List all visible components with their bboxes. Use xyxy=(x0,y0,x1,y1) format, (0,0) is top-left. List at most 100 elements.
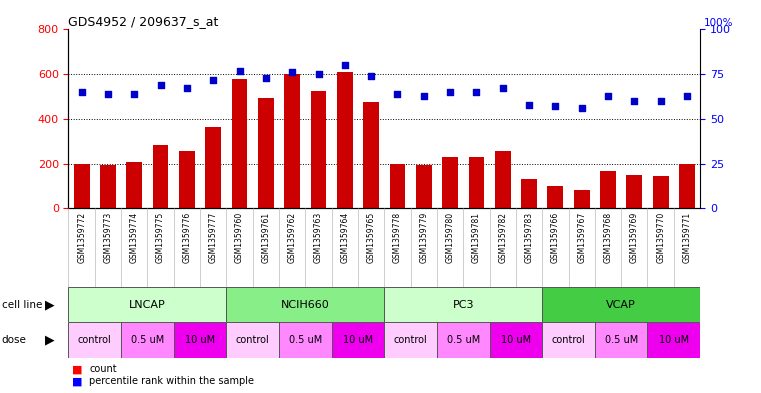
Bar xyxy=(258,97,274,208)
Text: GSM1359775: GSM1359775 xyxy=(156,212,165,263)
Bar xyxy=(227,322,279,358)
Bar xyxy=(489,322,542,358)
Point xyxy=(154,82,167,88)
Bar xyxy=(279,322,332,358)
Bar xyxy=(126,162,142,208)
Bar xyxy=(437,322,489,358)
Bar xyxy=(442,157,458,208)
Text: GSM1359783: GSM1359783 xyxy=(524,212,533,263)
Text: GSM1359768: GSM1359768 xyxy=(603,212,613,263)
Text: count: count xyxy=(89,364,116,375)
Text: 0.5 uM: 0.5 uM xyxy=(447,335,480,345)
Text: GSM1359770: GSM1359770 xyxy=(656,212,665,263)
Bar xyxy=(231,79,247,208)
Bar xyxy=(495,151,511,208)
Bar xyxy=(332,322,384,358)
Bar xyxy=(648,322,700,358)
Point xyxy=(339,62,351,68)
Text: GSM1359777: GSM1359777 xyxy=(209,212,218,263)
Text: NCIH660: NCIH660 xyxy=(281,299,330,310)
Text: GSM1359778: GSM1359778 xyxy=(393,212,402,263)
Text: GSM1359779: GSM1359779 xyxy=(419,212,428,263)
Text: GSM1359766: GSM1359766 xyxy=(551,212,560,263)
Bar xyxy=(174,322,227,358)
Text: 0.5 uM: 0.5 uM xyxy=(131,335,164,345)
Point xyxy=(260,75,272,81)
Text: 10 uM: 10 uM xyxy=(343,335,373,345)
Point xyxy=(128,91,140,97)
Bar xyxy=(653,176,668,208)
Text: GSM1359764: GSM1359764 xyxy=(340,212,349,263)
Bar xyxy=(574,190,590,208)
Bar xyxy=(416,165,431,208)
Point xyxy=(365,73,377,79)
Bar xyxy=(153,145,168,208)
Text: GSM1359772: GSM1359772 xyxy=(77,212,86,263)
Text: control: control xyxy=(393,335,428,345)
Text: GSM1359780: GSM1359780 xyxy=(446,212,454,263)
Bar xyxy=(542,322,595,358)
Text: GSM1359762: GSM1359762 xyxy=(288,212,297,263)
Text: GSM1359771: GSM1359771 xyxy=(683,212,692,263)
Text: GSM1359760: GSM1359760 xyxy=(235,212,244,263)
Text: control: control xyxy=(552,335,585,345)
Point xyxy=(181,85,193,92)
Text: GSM1359765: GSM1359765 xyxy=(367,212,376,263)
Text: ■: ■ xyxy=(72,364,83,375)
Point xyxy=(75,89,88,95)
Text: GSM1359776: GSM1359776 xyxy=(183,212,192,263)
Point xyxy=(418,92,430,99)
Bar xyxy=(285,74,300,208)
Text: GSM1359773: GSM1359773 xyxy=(103,212,113,263)
Point xyxy=(313,71,325,77)
Bar xyxy=(74,163,90,208)
Bar xyxy=(100,165,116,208)
Text: 10 uM: 10 uM xyxy=(659,335,689,345)
Bar xyxy=(68,287,227,322)
Bar xyxy=(205,127,221,208)
Point xyxy=(497,85,509,92)
Point xyxy=(654,98,667,104)
Point xyxy=(549,103,562,110)
Bar xyxy=(469,157,484,208)
Text: GSM1359781: GSM1359781 xyxy=(472,212,481,263)
Bar xyxy=(390,163,406,208)
Point xyxy=(207,76,219,83)
Text: GSM1359761: GSM1359761 xyxy=(261,212,270,263)
Bar xyxy=(384,322,437,358)
Text: 100%: 100% xyxy=(704,18,734,28)
Bar xyxy=(121,322,174,358)
Text: GSM1359763: GSM1359763 xyxy=(314,212,323,263)
Text: 10 uM: 10 uM xyxy=(501,335,531,345)
Text: VCAP: VCAP xyxy=(607,299,636,310)
Bar xyxy=(679,163,695,208)
Point xyxy=(470,89,482,95)
Text: percentile rank within the sample: percentile rank within the sample xyxy=(89,376,254,386)
Point xyxy=(234,68,246,74)
Point xyxy=(286,69,298,75)
Bar xyxy=(337,72,352,208)
Point xyxy=(444,89,456,95)
Bar xyxy=(600,171,616,208)
Point xyxy=(102,91,114,97)
Bar xyxy=(68,322,121,358)
Text: 0.5 uM: 0.5 uM xyxy=(288,335,322,345)
Text: control: control xyxy=(236,335,269,345)
Text: GDS4952 / 209637_s_at: GDS4952 / 209637_s_at xyxy=(68,15,219,28)
Point xyxy=(602,92,614,99)
Text: LNCAP: LNCAP xyxy=(129,299,166,310)
Bar xyxy=(595,322,648,358)
Point xyxy=(523,101,535,108)
Text: cell line: cell line xyxy=(2,299,42,310)
Text: 0.5 uM: 0.5 uM xyxy=(604,335,638,345)
Point xyxy=(391,91,403,97)
Bar xyxy=(227,287,384,322)
Text: ▶: ▶ xyxy=(45,298,54,311)
Text: ■: ■ xyxy=(72,376,83,386)
Text: ▶: ▶ xyxy=(45,333,54,347)
Text: control: control xyxy=(78,335,112,345)
Bar xyxy=(626,175,642,208)
Bar xyxy=(384,287,542,322)
Point xyxy=(629,98,641,104)
Text: dose: dose xyxy=(2,335,27,345)
